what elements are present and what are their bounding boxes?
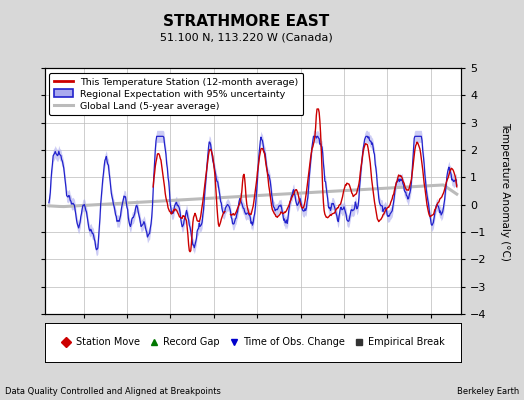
Legend: Station Move, Record Gap, Time of Obs. Change, Empirical Break: Station Move, Record Gap, Time of Obs. C… — [57, 334, 449, 351]
Legend: This Temperature Station (12-month average), Regional Expectation with 95% uncer: This Temperature Station (12-month avera… — [49, 73, 303, 115]
Text: 51.100 N, 113.220 W (Canada): 51.100 N, 113.220 W (Canada) — [160, 32, 333, 42]
Text: STRATHMORE EAST: STRATHMORE EAST — [163, 14, 330, 29]
Text: Berkeley Earth: Berkeley Earth — [456, 387, 519, 396]
Y-axis label: Temperature Anomaly (°C): Temperature Anomaly (°C) — [500, 122, 510, 260]
Text: Data Quality Controlled and Aligned at Breakpoints: Data Quality Controlled and Aligned at B… — [5, 387, 221, 396]
